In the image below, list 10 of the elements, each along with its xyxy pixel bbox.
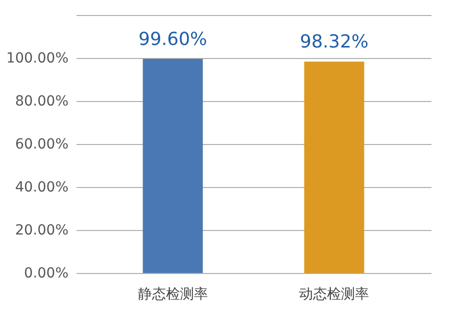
y-tick-label: 100.00% bbox=[6, 50, 68, 66]
x-tick-label: 动态检测率 bbox=[299, 286, 370, 302]
y-tick-label: 20.00% bbox=[15, 222, 68, 238]
y-tick-label: 60.00% bbox=[15, 136, 68, 152]
data-label: 99.60% bbox=[138, 28, 208, 50]
data-label: 98.32% bbox=[300, 32, 368, 53]
y-tick-label: 40.00% bbox=[15, 180, 68, 196]
x-tick-label: 静态检测率 bbox=[138, 286, 208, 302]
y-tick-label: 0.00% bbox=[24, 266, 68, 282]
y-tick-label: 80.00% bbox=[15, 94, 68, 110]
